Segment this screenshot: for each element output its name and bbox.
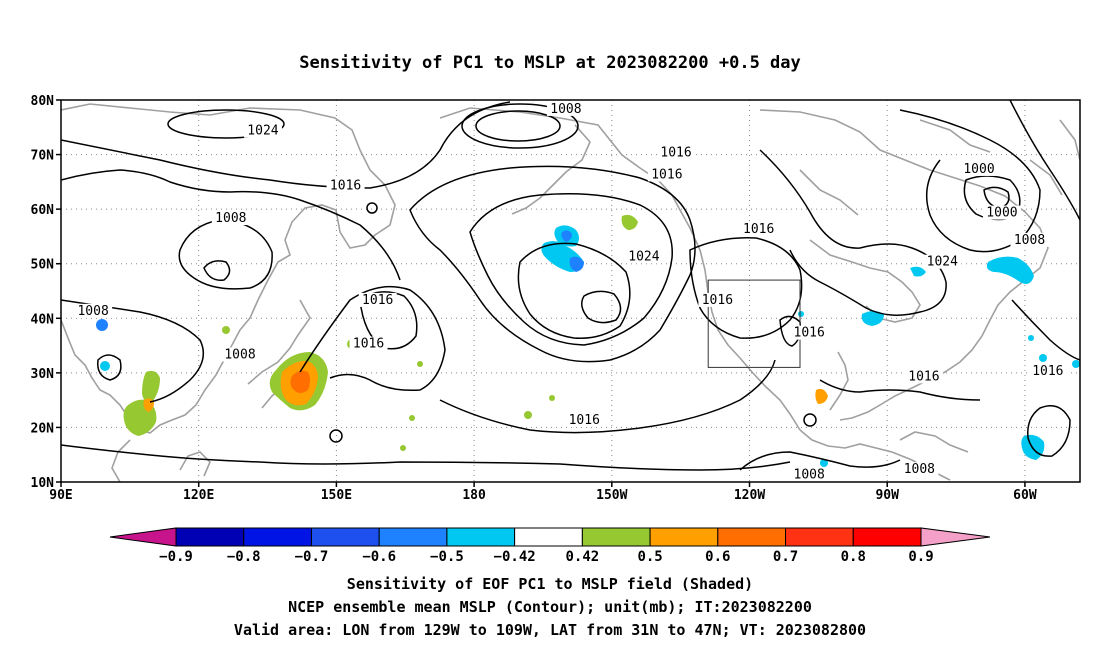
colorbar-label: −0.9: [159, 549, 193, 565]
lat-tick-label: 30N: [31, 367, 55, 382]
lat-tick-label: 50N: [31, 258, 55, 273]
colorbar-label: 0.9: [908, 549, 933, 565]
colorbar-swatch: [244, 528, 312, 546]
contour-label: 1016: [908, 369, 939, 384]
colorbar-swatch: [853, 528, 921, 546]
latitude-ticks: 80N 70N 60N 50N 40N 30N 20N 10N: [31, 94, 61, 491]
shade-patch: [222, 326, 230, 334]
colorbar-label: 0.5: [637, 549, 662, 565]
colorbar-label: −0.42: [494, 549, 536, 565]
shade-patch: [96, 319, 108, 331]
figure-canvas: Sensitivity of PC1 to MSLP at 2023082200…: [0, 0, 1100, 650]
lon-tick-label: 120W: [734, 488, 765, 503]
shade-patch: [409, 415, 415, 421]
colorbar-extend-low: [110, 528, 176, 546]
contour-label: 1016: [353, 337, 384, 352]
contour-label: 1024: [247, 124, 278, 139]
lat-tick-label: 80N: [31, 94, 55, 109]
longitude-ticks: 90E 120E 150E 180 150W 120W 90W 60W: [49, 482, 1037, 503]
contour-label: 1008: [794, 468, 825, 483]
contour-label: 1016: [702, 293, 733, 308]
figure-title: Sensitivity of PC1 to MSLP at 2023082200…: [299, 53, 801, 73]
colorbar-extend-high: [921, 528, 990, 546]
contour-label: 1000: [963, 162, 994, 177]
colorbar-label: 0.7: [773, 549, 798, 565]
contour-label: 1016: [743, 222, 774, 237]
map-panel: 1024 1008 1016 1008 1016 1016 1016 1024 1016 1016…: [31, 94, 1080, 503]
shade-patch: [400, 445, 406, 451]
contour-label: 1016: [569, 413, 600, 428]
lon-tick-label: 150E: [321, 488, 352, 503]
shade-patch: [798, 311, 804, 317]
colorbar-label: −0.5: [430, 549, 464, 565]
contour-label: 1016: [651, 167, 682, 182]
contour-label: 1008: [77, 304, 108, 319]
colorbar-label: −0.7: [295, 549, 329, 565]
contour-label: 1016: [794, 326, 825, 341]
shade-patch: [1039, 354, 1047, 362]
lon-tick-label: 150W: [596, 488, 627, 503]
shade-patch: [549, 395, 555, 401]
colorbar-swatch: [379, 528, 447, 546]
colorbar-swatch: [515, 528, 583, 546]
caption-line-2: NCEP ensemble mean MSLP (Contour); unit(…: [288, 598, 812, 616]
lon-tick-label: 180: [462, 488, 486, 503]
shade-patch: [524, 411, 532, 419]
colorbar-swatch: [311, 528, 379, 546]
colorbar-label: −0.6: [362, 549, 396, 565]
colorbar-swatch: [447, 528, 515, 546]
shade-patch: [1072, 360, 1080, 368]
lon-tick-label: 90E: [49, 488, 72, 503]
colorbar-label: 0.8: [841, 549, 866, 565]
contour-label: 1016: [1032, 364, 1063, 379]
lon-tick-label: 90W: [875, 488, 899, 503]
colorbar-swatch: [786, 528, 854, 546]
contour-label: 1024: [628, 249, 659, 264]
lon-tick-label: 60W: [1013, 488, 1037, 503]
shade-patch: [417, 361, 423, 367]
colorbar-label: 0.6: [705, 549, 730, 565]
shade-patch: [1028, 335, 1034, 341]
lat-tick-label: 20N: [31, 421, 55, 436]
lon-tick-label: 120E: [183, 488, 214, 503]
contour-label: 1016: [660, 146, 691, 161]
contour-label: 1008: [904, 462, 935, 477]
lat-tick-label: 40N: [31, 312, 55, 327]
colorbar-label: 0.42: [566, 549, 600, 565]
lat-tick-label: 70N: [31, 149, 55, 164]
colorbar-swatch: [582, 528, 650, 546]
contour-label: 1016: [330, 178, 361, 193]
contour-label: 1008: [224, 347, 255, 362]
caption-line-3: Valid area: LON from 129W to 109W, LAT f…: [234, 621, 866, 639]
caption-line-1: Sensitivity of EOF PC1 to MSLP field (Sh…: [347, 575, 753, 593]
contour-label: 1016: [362, 293, 393, 308]
lat-tick-label: 60N: [31, 203, 55, 218]
shade-patch: [100, 361, 110, 371]
colorbar-swatch: [176, 528, 244, 546]
colorbar-label: −0.8: [227, 549, 261, 565]
colorbar-swatch: [718, 528, 786, 546]
contour-label: 1008: [550, 102, 581, 117]
contour-label: 1000: [986, 206, 1017, 221]
contour-label: 1024: [927, 255, 958, 270]
contour-label: 1008: [215, 211, 246, 226]
contour-label: 1008: [1014, 233, 1045, 248]
colorbar: −0.9 −0.8 −0.7 −0.6 −0.5 −0.42 0.42 0.5 0.6 0.7 0.…: [110, 528, 990, 565]
colorbar-swatch: [650, 528, 718, 546]
